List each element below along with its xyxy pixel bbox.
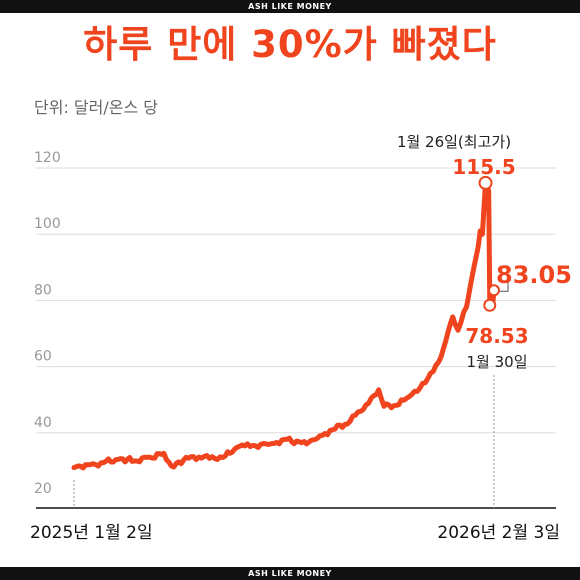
- line-layer: [71, 180, 497, 471]
- peak-date-label: 1월 26일(최고가): [397, 133, 511, 151]
- y-tick-label-100: 100: [34, 216, 61, 232]
- y-tick-label-120: 120: [34, 150, 61, 166]
- x-start-label: 2025년 1월 2일: [30, 523, 153, 543]
- y-tick-label-80: 80: [34, 282, 52, 298]
- latest-leader-line: [500, 280, 509, 292]
- low-date-label: 1월 30일: [467, 353, 528, 371]
- brand-banner-top: ASH LIKE MONEY: [0, 0, 580, 13]
- unit-label: 단위: 달러/온스 당: [34, 98, 158, 117]
- headline: 하루 만에 30%가 빠졌다: [83, 23, 497, 66]
- y-tick-label-60: 60: [34, 349, 52, 365]
- low-marker: [483, 298, 497, 312]
- peak-marker: [478, 175, 493, 190]
- axis-layer: 20 40 60 80 100 120 2025년 1월 2일 2026년 2월 3일: [30, 150, 560, 543]
- peak-value-label: 115.5: [452, 155, 515, 179]
- y-tick-label-40: 40: [34, 415, 52, 431]
- grid-layer: [36, 167, 556, 434]
- latest-value-label: 83.05: [496, 261, 572, 289]
- x-end-label: 2026년 2월 3일: [437, 523, 560, 543]
- latest-marker: [488, 284, 500, 297]
- series-line-0: [71, 180, 497, 471]
- low-value-label: 78.53: [465, 324, 528, 348]
- y-tick-label-20: 20: [34, 481, 52, 497]
- brand-banner-bottom: ASH LIKE MONEY: [0, 567, 580, 580]
- annotation-layer: 1월 26일(최고가) 115.5 78.53 1월 30일 83.05: [397, 133, 572, 371]
